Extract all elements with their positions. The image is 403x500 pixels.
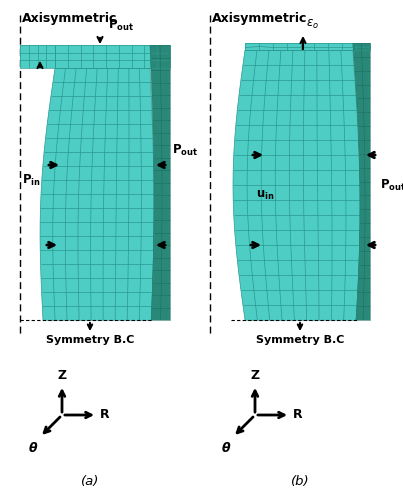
Polygon shape bbox=[40, 68, 154, 320]
Text: Symmetry B.C: Symmetry B.C bbox=[46, 335, 134, 345]
Text: (b): (b) bbox=[291, 475, 310, 488]
Text: $\mathbf{u_{in}}$: $\mathbf{u_{in}}$ bbox=[256, 188, 274, 202]
Text: Z: Z bbox=[58, 369, 66, 382]
Text: Axisymmetric: Axisymmetric bbox=[22, 12, 117, 25]
Polygon shape bbox=[150, 45, 170, 320]
Polygon shape bbox=[233, 50, 360, 320]
Text: Axisymmetric: Axisymmetric bbox=[212, 12, 307, 25]
Text: R: R bbox=[293, 408, 303, 422]
Text: $\mathbf{P_{out}}$: $\mathbf{P_{out}}$ bbox=[380, 178, 403, 192]
Polygon shape bbox=[353, 43, 370, 320]
Text: $\mathbf{P_{out}}$: $\mathbf{P_{out}}$ bbox=[172, 142, 198, 158]
Text: Symmetry B.C: Symmetry B.C bbox=[256, 335, 344, 345]
Text: $\mathbf{P_{in}}$: $\mathbf{P_{in}}$ bbox=[22, 172, 41, 188]
Polygon shape bbox=[20, 45, 55, 68]
Polygon shape bbox=[245, 43, 370, 50]
Text: R: R bbox=[100, 408, 110, 422]
Text: Z: Z bbox=[250, 369, 260, 382]
Text: (a): (a) bbox=[81, 475, 99, 488]
Text: $\boldsymbol{\varepsilon_o}$: $\boldsymbol{\varepsilon_o}$ bbox=[306, 18, 319, 31]
Text: $\boldsymbol{\theta}$: $\boldsymbol{\theta}$ bbox=[28, 441, 38, 455]
Text: $\mathbf{P_{out}}$: $\mathbf{P_{out}}$ bbox=[108, 18, 134, 33]
Polygon shape bbox=[55, 45, 170, 68]
Text: $\boldsymbol{\theta}$: $\boldsymbol{\theta}$ bbox=[221, 441, 231, 455]
